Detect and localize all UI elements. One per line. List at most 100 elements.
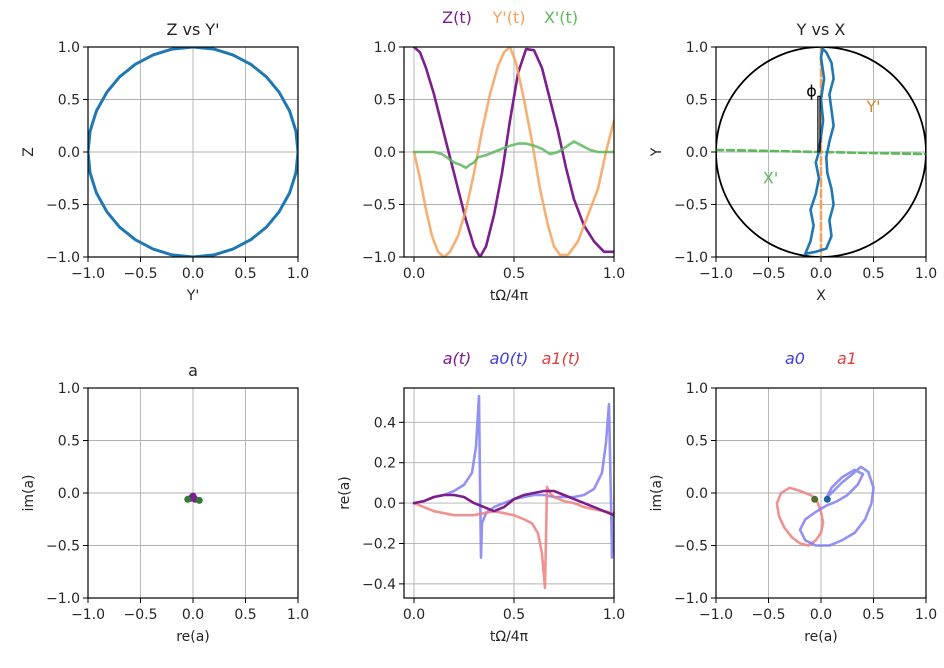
series-a1-point bbox=[195, 496, 203, 504]
y-tick-label: −0.5 bbox=[674, 198, 708, 214]
x-tick-label: 0.0 bbox=[810, 266, 832, 282]
x-tick-label: −0.5 bbox=[752, 266, 786, 282]
y-tick-label: 0.0 bbox=[58, 486, 80, 502]
series-trajectory-line bbox=[804, 47, 835, 256]
x-tick-label: 0.5 bbox=[503, 607, 525, 623]
y-tick-label: 0.0 bbox=[686, 145, 708, 161]
axes-frame bbox=[715, 387, 927, 599]
y-tick-label: −0.5 bbox=[362, 198, 396, 214]
plot-area-p3 bbox=[716, 47, 926, 257]
x-tick-label: −0.5 bbox=[752, 607, 786, 623]
y-tick-label: −0.5 bbox=[674, 539, 708, 555]
series-x-t--line bbox=[412, 140, 614, 170]
x-tick-label: −1.0 bbox=[71, 607, 105, 623]
series-a1-t--line bbox=[412, 485, 614, 590]
axes-frame bbox=[87, 387, 299, 599]
x-axis-label: re(a) bbox=[176, 629, 210, 645]
plot-area-p1 bbox=[88, 47, 298, 257]
legend-label: a0(t) bbox=[490, 349, 529, 368]
annotation-1: Y' bbox=[865, 97, 880, 116]
x-tick-label: 0.0 bbox=[182, 266, 204, 282]
y-tick-label: −1.0 bbox=[46, 250, 80, 266]
x-tick-label: 0.0 bbox=[403, 266, 425, 282]
y-tick-label: 1.0 bbox=[686, 381, 708, 397]
x-tick-label: 0.5 bbox=[234, 266, 256, 282]
y-tick-label: 0.0 bbox=[374, 145, 396, 161]
chart-title: Z vs Y' bbox=[166, 20, 219, 39]
x-axis-label: Y' bbox=[186, 288, 199, 304]
plot-area-p2 bbox=[412, 47, 614, 257]
annotation-0: ϕ bbox=[806, 81, 817, 100]
y-tick-label: 0.5 bbox=[686, 434, 708, 450]
series-phi-marker-line bbox=[817, 95, 821, 153]
chart-title: Y vs X bbox=[796, 20, 846, 39]
x-tick-label: 0.0 bbox=[810, 607, 832, 623]
y-tick-label: −0.5 bbox=[46, 539, 80, 555]
y-tick-label: −0.4 bbox=[362, 577, 396, 593]
x-axis-label: X bbox=[816, 288, 826, 304]
series-a0-point bbox=[184, 495, 192, 503]
y-tick-label: 1.0 bbox=[374, 40, 396, 56]
series-a-t--line bbox=[412, 489, 614, 517]
legend-label: a1(t) bbox=[542, 349, 581, 368]
x-tick-label: 0.0 bbox=[182, 607, 204, 623]
series-y-t--line bbox=[412, 47, 614, 257]
y-tick-label: −1.0 bbox=[46, 591, 80, 607]
series-a0-line bbox=[798, 465, 875, 547]
annotation-2: X' bbox=[763, 169, 778, 188]
plot-area-p4 bbox=[184, 492, 203, 504]
x-axis-label: tΩ/4π bbox=[490, 629, 529, 645]
chart-title: a bbox=[188, 361, 198, 380]
plot-area-p6 bbox=[775, 465, 875, 547]
x-tick-label: 0.5 bbox=[862, 266, 884, 282]
series-trajectory-line bbox=[88, 47, 298, 257]
x-tick-label: −0.5 bbox=[124, 607, 158, 623]
y-tick-label: −0.2 bbox=[362, 536, 396, 552]
panel-p2: 0.0 0.5 1.0 −1.0 −0.5 0.0 0.5 1.0 Z(t) Y'(t) X'(t)… bbox=[362, 8, 625, 304]
x-tick-label: 1.0 bbox=[603, 266, 625, 282]
x-tick-label: 1.0 bbox=[603, 607, 625, 623]
y-axis-label: im(a) bbox=[649, 474, 665, 511]
axes-frame bbox=[403, 46, 615, 258]
y-tick-label: −1.0 bbox=[362, 250, 396, 266]
legend-label: Z(t) bbox=[442, 8, 472, 27]
plot-area-p5 bbox=[412, 394, 614, 590]
legend-label: Y'(t) bbox=[492, 8, 526, 27]
axes-frame bbox=[87, 46, 299, 258]
x-tick-label: 1.0 bbox=[287, 607, 309, 623]
y-axis-label: Y bbox=[649, 147, 665, 157]
x-axis-label: tΩ/4π bbox=[490, 288, 529, 304]
x-tick-label: 0.0 bbox=[403, 607, 425, 623]
x-tick-label: 1.0 bbox=[915, 607, 937, 623]
legend-label: a1 bbox=[837, 349, 857, 368]
series-a1-point-point bbox=[811, 495, 819, 503]
legend-label: a0 bbox=[785, 349, 805, 368]
series-a1-line bbox=[775, 486, 825, 547]
y-tick-label: 0.0 bbox=[58, 145, 80, 161]
x-tick-label: 0.5 bbox=[862, 607, 884, 623]
axes-frame bbox=[715, 46, 927, 258]
y-axis-label: Z bbox=[21, 147, 37, 157]
y-tick-label: 1.0 bbox=[686, 40, 708, 56]
x-tick-label: −1.0 bbox=[71, 266, 105, 282]
y-tick-label: −0.5 bbox=[46, 198, 80, 214]
x-tick-label: 1.0 bbox=[287, 266, 309, 282]
y-tick-label: 0.5 bbox=[686, 93, 708, 109]
panel-p5: 0.0 0.5 1.0 −0.4 −0.2 0.0 0.2 0.4 a(t) a0(t) a1(t)… bbox=[337, 349, 625, 645]
axes-frame bbox=[403, 387, 615, 599]
y-tick-label: −1.0 bbox=[674, 250, 708, 266]
x-tick-label: −0.5 bbox=[124, 266, 158, 282]
y-axis-label: im(a) bbox=[21, 474, 37, 511]
y-tick-label: 0.5 bbox=[58, 434, 80, 450]
y-tick-label: 1.0 bbox=[58, 40, 80, 56]
y-tick-label: 0.0 bbox=[374, 496, 396, 512]
y-tick-label: 0.5 bbox=[58, 93, 80, 109]
x-tick-label: −1.0 bbox=[699, 266, 733, 282]
y-tick-label: 0.2 bbox=[374, 456, 396, 472]
panel-p4: −1.0 −0.5 0.0 0.5 1.0 −1.0 −0.5 0.0 0.5 1.0 a re(a)… bbox=[21, 361, 309, 645]
panel-p1: −1.0 −0.5 0.0 0.5 1.0 −1.0 −0.5 0.0 0.5 1.0 Z vs Y… bbox=[21, 20, 309, 304]
x-tick-label: 0.5 bbox=[503, 266, 525, 282]
legend-label: X'(t) bbox=[544, 8, 578, 27]
y-axis-label: re(a) bbox=[337, 476, 353, 510]
